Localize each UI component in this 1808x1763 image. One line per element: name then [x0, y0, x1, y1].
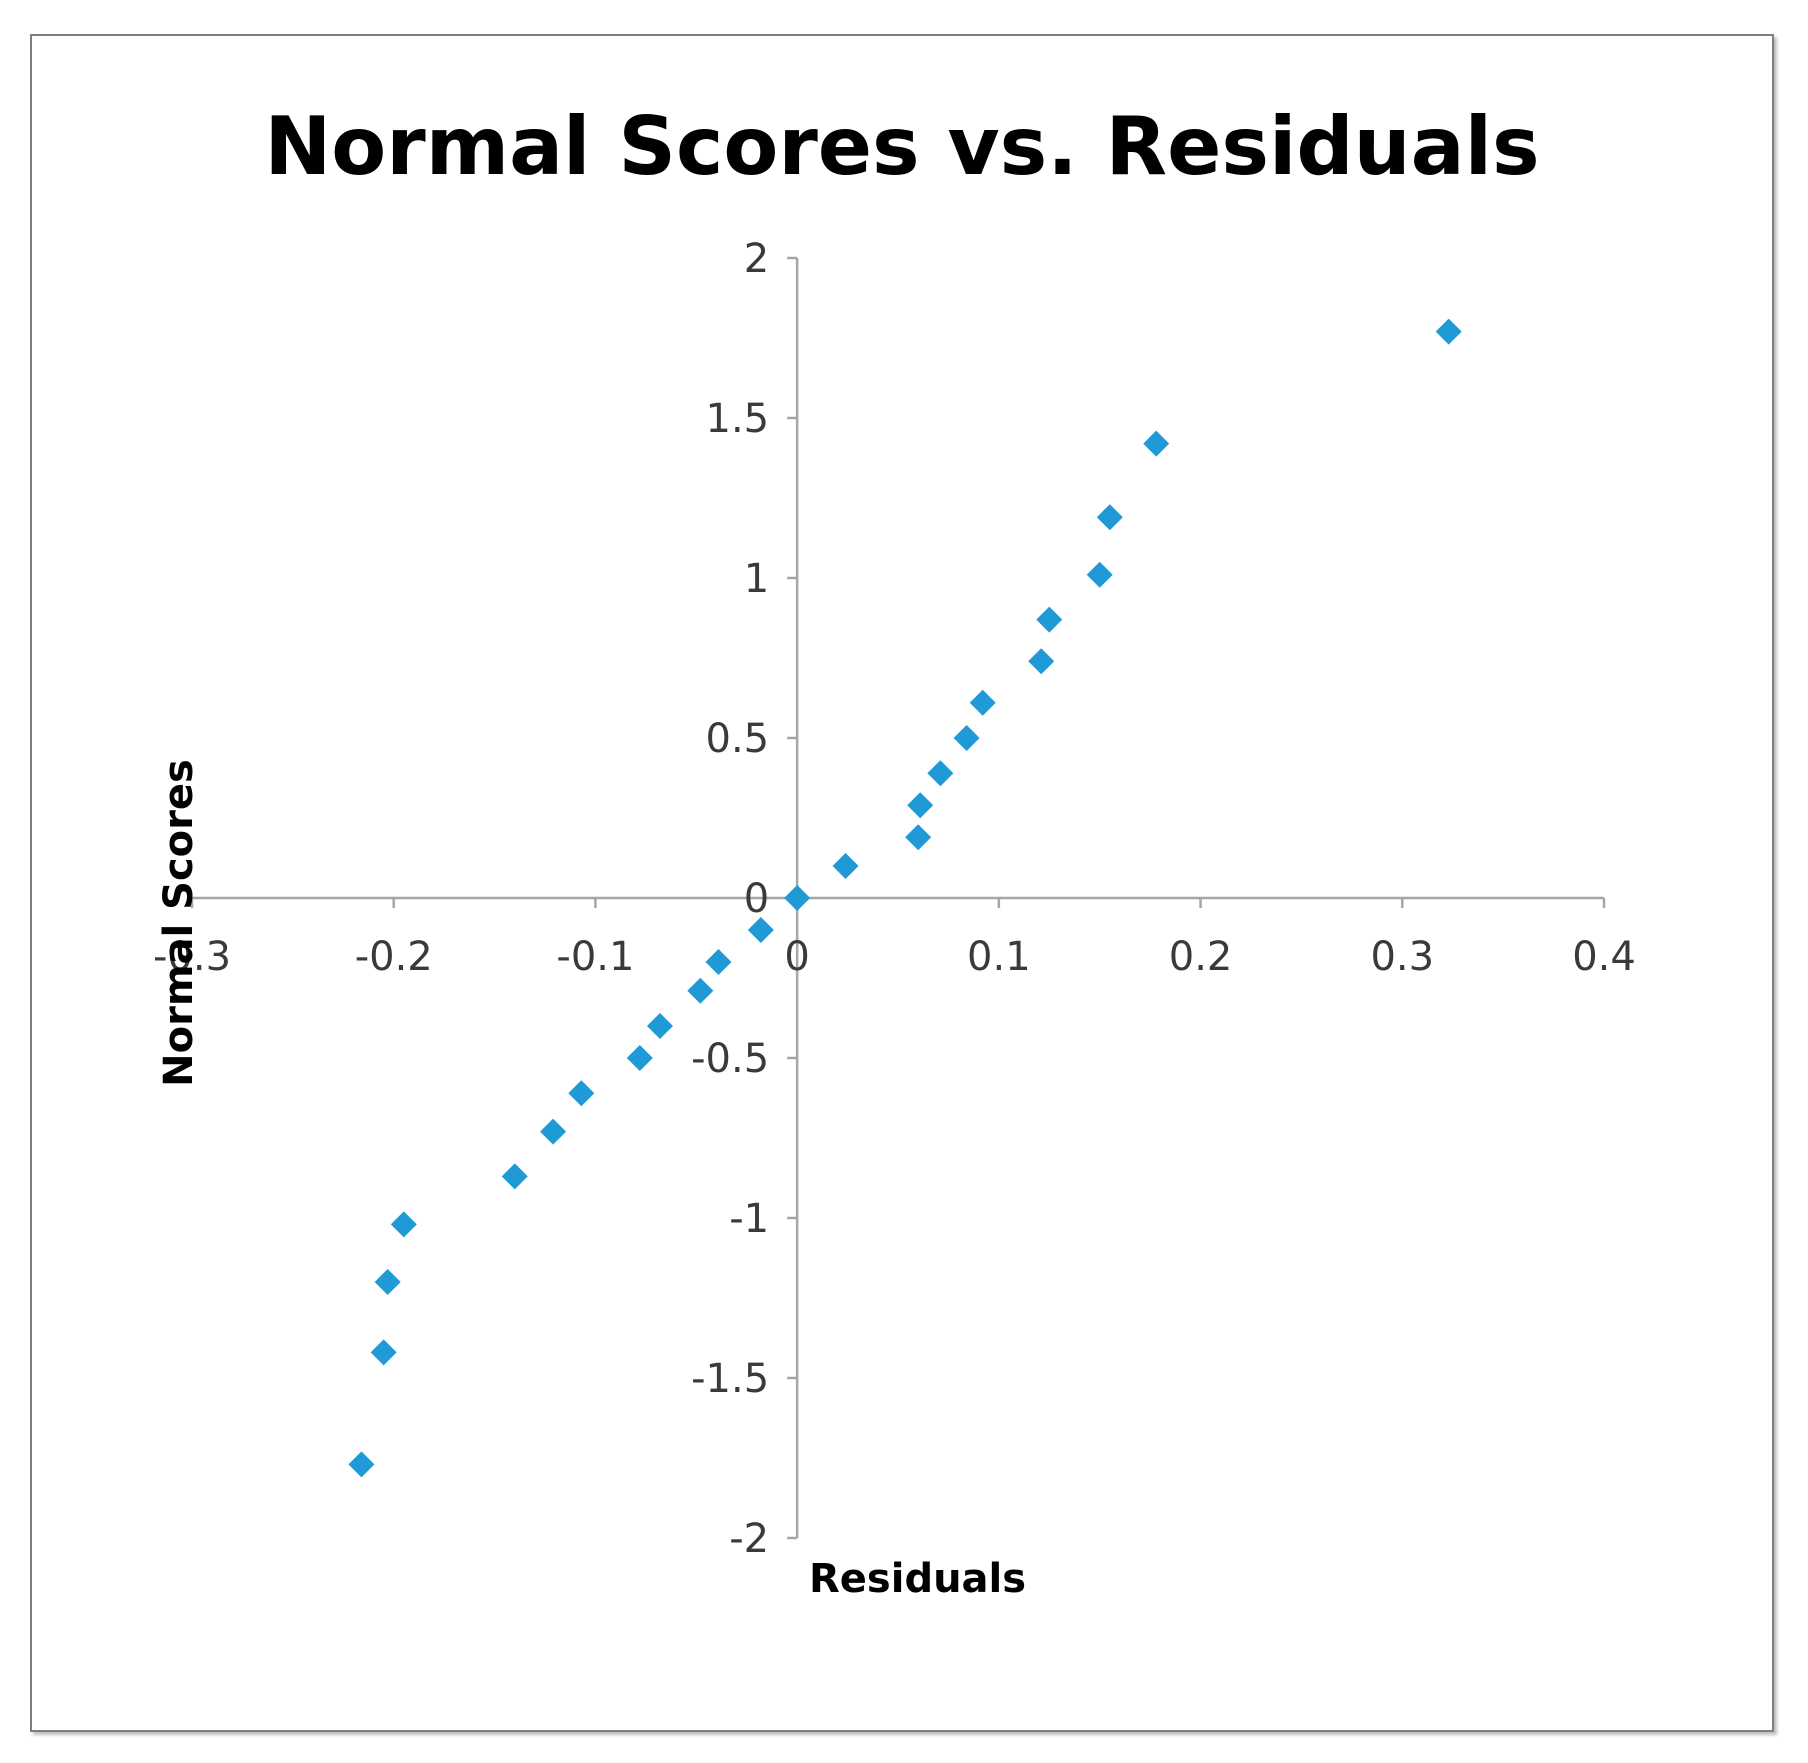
x-axis-ticks: -0.3 -0.2 -0.1 0 0.1 0.2 0.3 0.4: [153, 898, 1636, 980]
data-point: [905, 824, 932, 851]
data-point: [626, 1045, 653, 1071]
x-tick-label: -0.1: [556, 934, 634, 980]
data-point: [1435, 318, 1462, 345]
x-tick-label: -0.2: [355, 934, 433, 980]
data-point: [348, 1451, 375, 1478]
scatter-chart: Normal Scores vs. Residuals -0.3 -0.2 -0.1…: [153, 100, 1636, 1602]
y-tick-label: 1: [744, 556, 769, 602]
x-tick-label: 0.4: [1572, 934, 1636, 980]
data-point: [687, 977, 714, 1004]
data-point: [907, 792, 934, 819]
data-point: [969, 689, 996, 716]
x-tick-label: 0.2: [1169, 934, 1233, 980]
y-axis-ticks: 2 1.5 1 0.5 0 -0.5 -1 -1.5 -2: [691, 236, 798, 1562]
data-point: [1086, 561, 1113, 588]
data-point: [646, 1013, 673, 1039]
data-point: [390, 1211, 417, 1238]
x-tick-label: 0.1: [967, 934, 1031, 980]
y-tick-label: -0.5: [691, 1036, 769, 1082]
data-point: [747, 917, 774, 943]
data-point: [568, 1080, 595, 1107]
data-point: [1096, 504, 1123, 531]
data-point: [1143, 430, 1170, 457]
data-point: [1028, 648, 1055, 675]
y-tick-label: 0: [744, 876, 769, 922]
data-point: [705, 949, 732, 975]
data-point: [540, 1118, 567, 1145]
data-point: [374, 1269, 401, 1295]
data-point: [784, 885, 811, 911]
y-axis-title: Normal Scores: [156, 759, 202, 1087]
data-point: [501, 1163, 528, 1190]
y-tick-label: -1: [729, 1196, 769, 1242]
y-tick-label: 2: [744, 236, 769, 282]
x-axis-title: Residuals: [809, 1556, 1026, 1602]
y-tick-label: 1.5: [706, 396, 770, 442]
data-point: [953, 725, 980, 751]
y-tick-label: -2: [729, 1516, 769, 1562]
x-tick-label: 0.3: [1370, 934, 1434, 980]
axes: [192, 258, 1604, 1538]
x-tick-label: -0.3: [153, 934, 231, 980]
data-points: [348, 318, 1462, 1478]
data-point: [832, 853, 859, 879]
chart-title: Normal Scores vs. Residuals: [264, 100, 1539, 193]
data-point: [1036, 606, 1063, 633]
y-tick-label: 0.5: [706, 716, 770, 762]
data-point: [927, 760, 954, 787]
chart-area: Normal Scores vs. Residuals -0.3 -0.2 -0.1…: [30, 34, 1774, 1732]
data-point: [370, 1339, 397, 1366]
y-tick-label: -1.5: [691, 1356, 769, 1402]
x-tick-label: 0: [784, 934, 809, 980]
